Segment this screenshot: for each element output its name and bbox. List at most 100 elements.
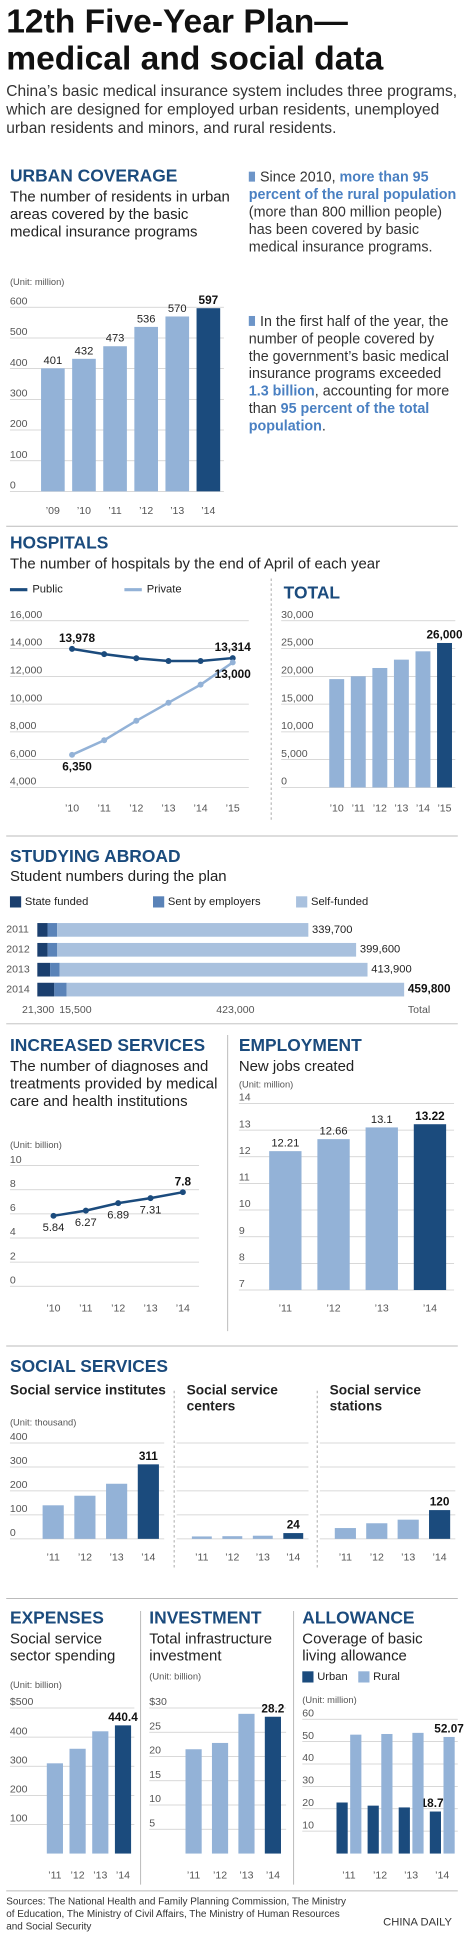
bar-segment <box>57 942 357 957</box>
bar <box>252 1535 273 1539</box>
data-label: 13.22 <box>415 1109 445 1123</box>
note-text: Since 2010, <box>259 170 340 186</box>
bar <box>106 1483 128 1539</box>
total-name: Total <box>408 1004 430 1016</box>
data-label: 21,300 <box>22 1004 54 1016</box>
section-title: URBAN COVERAGE <box>9 165 178 186</box>
credit: CHINA DAILY <box>383 1915 453 1929</box>
x-tick-label: ’13 <box>110 1551 124 1563</box>
point <box>69 751 76 758</box>
chart-subtitle: Student numbers during the plan <box>9 867 227 885</box>
section-title: ALLOWANCE <box>302 1607 415 1628</box>
bar <box>329 679 345 788</box>
unit-label: (Unit: million) <box>9 276 65 288</box>
bar <box>134 326 158 492</box>
x-tick-label: ’14 <box>433 1551 447 1563</box>
chart-subtitle: Social service stations <box>329 1383 421 1415</box>
x-tick-label: ’11 <box>47 1551 60 1563</box>
bar <box>264 1716 281 1854</box>
x-tick-label: ’11 <box>195 1551 208 1563</box>
chart-subtitle: The number of residents in urban areas c… <box>9 187 230 241</box>
unit-label: (Unit: million) <box>302 1694 357 1706</box>
bar <box>211 1742 229 1854</box>
x-tick-label: ’13 <box>256 1551 270 1563</box>
data-label: 26,000 <box>426 628 463 642</box>
chart-subtitle: New jobs created <box>238 1057 355 1075</box>
y-tick-label: 10,000 <box>10 692 42 704</box>
x-tick-label: ’12 <box>373 1870 387 1882</box>
data-label: 13,000 <box>215 667 252 681</box>
y-tick-label: 10 <box>302 1819 314 1831</box>
y-tick-label: 30 <box>302 1775 314 1787</box>
y-tick-label: 25,000 <box>281 637 313 649</box>
section-title: EXPENSES <box>9 1607 104 1628</box>
y-tick-label: 12 <box>239 1145 251 1157</box>
note: Since 2010, more than 95 percent of the … <box>248 169 458 256</box>
bar-segment <box>37 982 55 997</box>
bar <box>103 346 127 492</box>
bar <box>42 1505 64 1539</box>
x-tick-label: ’13 <box>404 1870 418 1882</box>
bar <box>222 1536 243 1539</box>
unit-label: (Unit: thousand) <box>9 1416 77 1429</box>
x-tick-label: ’14 <box>194 802 208 814</box>
y-tick-label: 12,000 <box>10 665 42 677</box>
section-title: EMPLOYMENT <box>238 1035 362 1055</box>
data-label: 570 <box>168 303 187 315</box>
bar <box>114 1725 132 1854</box>
bar <box>137 1464 159 1539</box>
point <box>101 651 108 658</box>
bar-segment <box>59 962 368 977</box>
bar <box>381 1733 393 1854</box>
x-tick-label: ’14 <box>201 505 215 517</box>
bar <box>185 1749 202 1854</box>
y-tick-label: 10 <box>149 1793 161 1805</box>
data-label: 401 <box>44 355 63 367</box>
x-tick-label: ’15 <box>437 802 451 814</box>
point <box>165 699 172 706</box>
y-tick-label: 2 <box>10 1250 16 1262</box>
y-tick-label: 16,000 <box>10 609 42 621</box>
y-tick-label: 300 <box>10 1455 28 1467</box>
x-tick-label: ’12 <box>326 1302 340 1314</box>
y-tick-label: 25 <box>149 1720 161 1732</box>
legend-label: Rural <box>373 1671 400 1683</box>
x-tick-label: ’14 <box>423 1302 437 1314</box>
x-tick-label: ’10 <box>46 1302 60 1314</box>
y-tick-label: 10,000 <box>281 720 313 732</box>
intro: China’s basic medical insurance system i… <box>6 82 458 137</box>
y-tick-label: 100 <box>10 449 28 461</box>
x-tick-label: ’14 <box>116 1870 130 1882</box>
bar <box>334 1528 356 1539</box>
total-label: 339,700 <box>312 924 352 936</box>
point <box>197 658 204 665</box>
data-label: 18.77 <box>421 1796 451 1810</box>
legend-swatch <box>9 896 22 908</box>
legend-label: Self-funded <box>311 896 368 908</box>
point <box>147 1195 154 1202</box>
y-tick-label: 400 <box>10 357 28 369</box>
data-label: 13.1 <box>371 1114 393 1126</box>
y-tick-label: 100 <box>10 1503 28 1515</box>
unit-label: (Unit: billion) <box>9 1679 62 1691</box>
y-tick-label: 300 <box>10 388 28 400</box>
bar <box>336 1802 348 1854</box>
bar <box>74 1495 96 1539</box>
y-tick-label: 13 <box>239 1118 251 1130</box>
y-tick-label: 300 <box>10 1754 28 1766</box>
page-title: 12th Five-Year Plan—medical and social d… <box>6 2 384 78</box>
note-highlight: more than 95 percent of the rural popula… <box>248 170 457 203</box>
legend-label: Sent by employers <box>168 896 261 908</box>
y-tick-label: 6,000 <box>10 748 37 760</box>
bar <box>350 676 366 788</box>
y-tick-label: 9 <box>239 1225 245 1237</box>
legend-swatch <box>153 896 165 908</box>
x-tick-label: ’14 <box>286 1551 300 1563</box>
legend-label: Urban <box>317 1671 347 1683</box>
point <box>101 737 108 744</box>
bar-segment <box>66 982 405 997</box>
y-tick-label: $500 <box>10 1696 34 1708</box>
line <box>71 661 234 756</box>
